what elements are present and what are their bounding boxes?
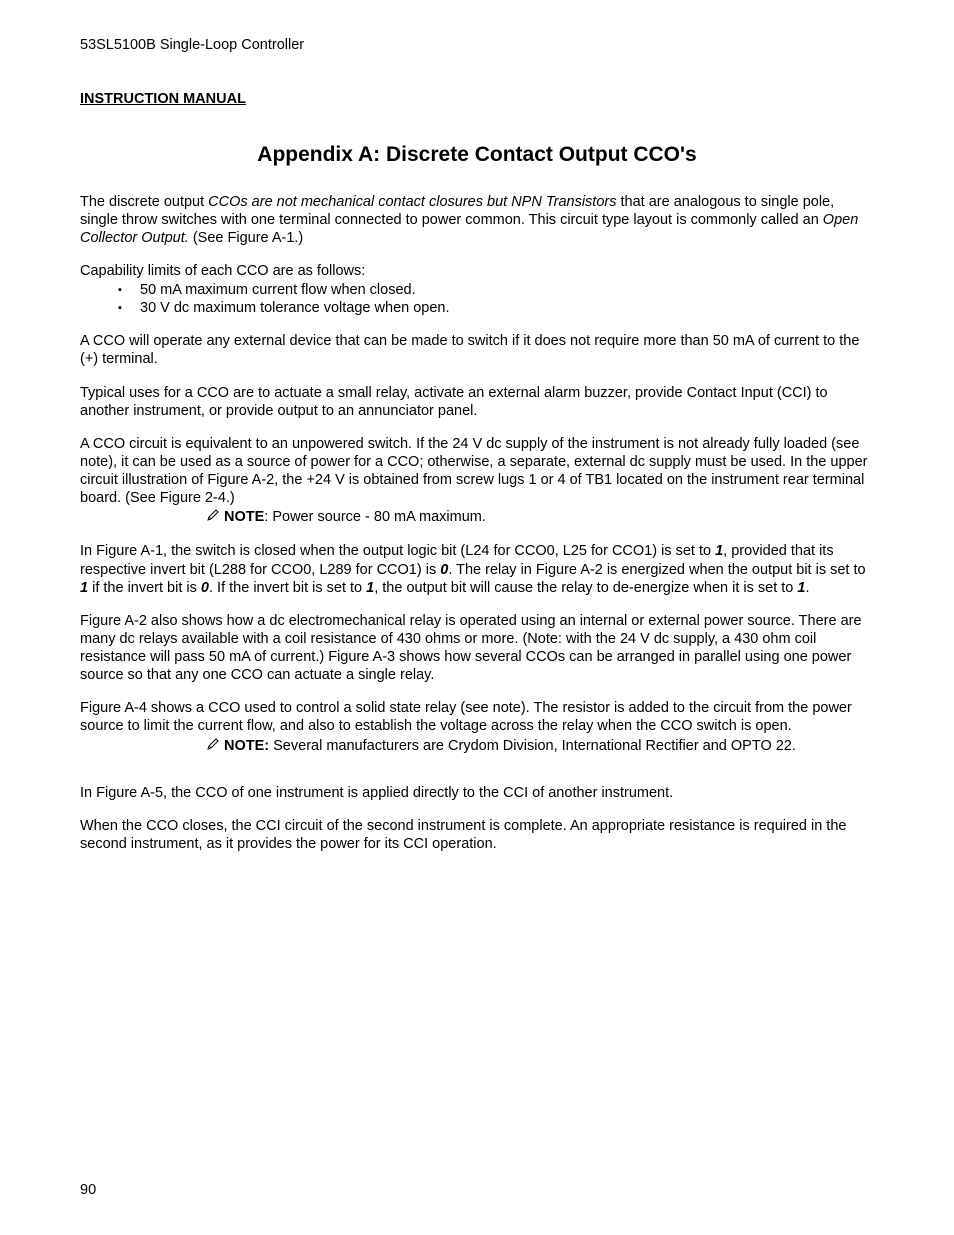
figure-a5-paragraph: In Figure A-5, the CCO of one instrument… [80, 784, 874, 802]
intro-paragraph: The discrete output CCOs are not mechani… [80, 193, 874, 247]
note-text: Several manufacturers are Crydom Divisio… [269, 738, 796, 754]
header-product: 53SL5100B Single-Loop Controller [80, 36, 874, 54]
pencil-icon [206, 508, 220, 527]
figure-a4-paragraph: Figure A-4 shows a CCO used to control a… [80, 699, 874, 735]
header-manual: INSTRUCTION MANUAL [80, 90, 874, 110]
typical-uses-paragraph: Typical uses for a CCO are to actuate a … [80, 384, 874, 420]
note-label: NOTE: [224, 738, 269, 754]
note-manufacturers: NOTE: Several manufacturers are Crydom D… [80, 737, 874, 756]
closing-paragraph: When the CCO closes, the CCI circuit of … [80, 817, 874, 853]
operate-paragraph: A CCO will operate any external device t… [80, 332, 874, 368]
intro-1e: (See Figure A-1.) [189, 230, 303, 246]
intro-1a: The discrete output [80, 194, 208, 210]
appendix-title: Appendix A: Discrete Contact Output CCO'… [80, 142, 874, 168]
note-power-source: NOTE: Power source - 80 mA maximum. [80, 508, 874, 527]
sw-a: In Figure A-1, the switch is closed when… [80, 543, 715, 559]
sw-i: . If the invert bit is set to [209, 580, 366, 596]
note-text: : Power source - 80 mA maximum. [264, 509, 486, 525]
sw-k: , the output bit will cause the relay to… [374, 580, 797, 596]
sw-e: . The relay in Figure A-2 is energized w… [448, 562, 865, 578]
pencil-icon [206, 737, 220, 756]
capability-list: 50 mA maximum current flow when closed. … [80, 281, 874, 317]
sw-j: 1 [366, 580, 374, 596]
capability-intro: Capability limits of each CCO are as fol… [80, 262, 874, 280]
figure-a2-paragraph: Figure A-2 also shows how a dc electrome… [80, 612, 874, 685]
sw-m: . [805, 580, 809, 596]
sw-g: if the invert bit is [88, 580, 201, 596]
intro-1b: CCOs are not mechanical contact closures… [208, 194, 616, 210]
note-label: NOTE [224, 509, 264, 525]
switch-paragraph: In Figure A-1, the switch is closed when… [80, 542, 874, 596]
page-number: 90 [80, 1181, 96, 1199]
list-item: 50 mA maximum current flow when closed. [140, 281, 874, 299]
list-item: 30 V dc maximum tolerance voltage when o… [140, 299, 874, 317]
sw-f: 1 [80, 580, 88, 596]
circuit-paragraph: A CCO circuit is equivalent to an unpowe… [80, 435, 874, 508]
sw-b: 1 [715, 543, 723, 559]
sw-h: 0 [201, 580, 209, 596]
